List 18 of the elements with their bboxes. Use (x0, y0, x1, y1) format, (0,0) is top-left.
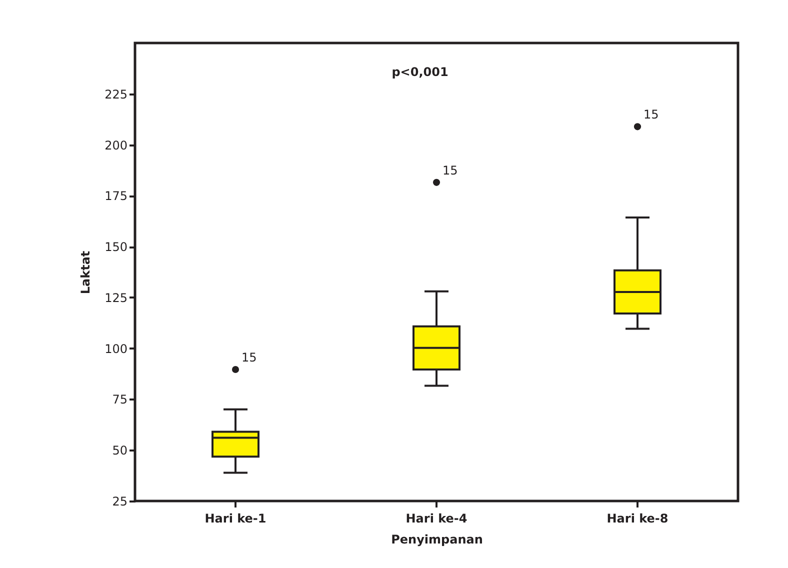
y-tick-label: 75 (112, 392, 128, 407)
x-tick-label: Hari ke-1 (204, 512, 266, 526)
y-tick-label: 25 (112, 494, 128, 508)
y-tick-label: 225 (104, 87, 128, 102)
x-axis-title: Penyimpanan (391, 532, 483, 546)
annotation: 15 (644, 108, 659, 122)
y-tick-label: 50 (112, 444, 128, 458)
annotation: 15 (242, 350, 257, 365)
y-tick-label: 100 (104, 342, 128, 356)
annotation: p<0,001 (392, 65, 448, 79)
x-tick-label: Hari ke-4 (406, 512, 468, 526)
y-tick-label: 175 (104, 189, 128, 204)
x-tick-label: Hari ke-8 (606, 512, 668, 526)
annotation: 15 (442, 163, 458, 178)
y-tick-label: 150 (104, 240, 128, 254)
y-tick-label: 125 (104, 290, 128, 305)
y-tick-label: 200 (104, 138, 128, 152)
y-axis-title: Laktat (78, 250, 93, 294)
